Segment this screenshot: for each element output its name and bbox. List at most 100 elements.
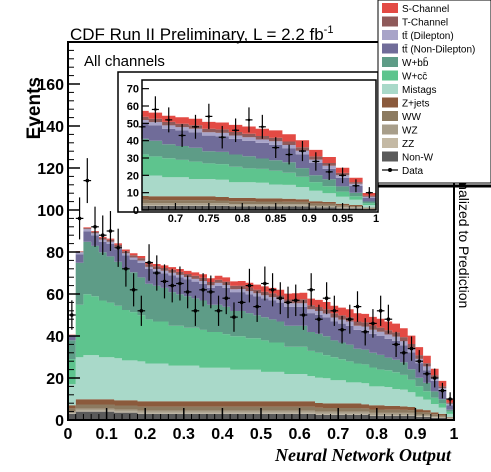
channel-annotation: All channels [84,53,165,70]
legend-item: ZZ [382,138,414,150]
data-point [237,286,246,319]
legend-swatch [382,16,398,27]
data-point [176,266,184,301]
inset-y-tick-label: 50 [127,118,139,130]
legend-item: W+cc̄ [382,70,427,83]
stack-layer-mistags [68,355,454,418]
y-tick-label: 40 [46,329,64,346]
data-point [129,273,138,307]
y-tick-label: 60 [46,287,64,304]
legend-swatch [382,84,398,94]
data-point [122,250,130,287]
legend-label: Mistags [402,85,436,96]
data-point [152,255,161,291]
legend-item: W+bb̄ [382,56,429,69]
data-point [214,295,223,326]
legend-item: T-Channel [382,16,448,29]
data-point [91,206,99,247]
x-tick-label: 0.4 [211,426,233,443]
legend-label: WZ [402,126,418,137]
stack-layer-w-cc [142,154,376,205]
data-point [353,291,362,322]
legend-label: ZZ [402,139,414,150]
data-point [299,300,308,330]
data-point [312,152,320,171]
legend-swatch [382,3,398,13]
data-point [151,96,159,123]
inset-x-tick-label: 1 [373,213,379,225]
stack-layer-z-jets [68,399,454,418]
x-tick-label: 0.7 [327,426,349,443]
data-point [376,295,385,326]
legend-label: Non-W [402,153,434,164]
legend-item: tt̄ (Dilepton) [382,30,454,42]
data-point [253,291,261,322]
data-point [98,215,107,255]
inset-y-tick-label: 60 [127,101,139,113]
legend-item: Z+jets [382,97,430,110]
data-point [361,318,370,346]
legend-label: Z+jets [402,99,430,110]
stack-layer-z-jets [142,196,376,209]
legend-label: W+bb̄ [402,56,429,69]
inset-stack [142,110,376,210]
legend-label: tt̄ (Dilepton) [402,30,454,42]
legend-swatch [382,151,398,162]
data-point [307,273,315,307]
stack-layer-tt-dilepton [142,120,376,198]
legend-item: Non-W [382,151,434,164]
y-tick-label: 120 [37,161,64,178]
stack-layer-w-bb [68,241,454,412]
data-point [230,302,238,332]
y-tick-label: 160 [37,77,64,94]
data-point [68,300,76,330]
inset-x-tick-label: 0.7 [168,213,183,225]
x-tick-label: 0.2 [134,426,156,443]
data-point [261,266,269,301]
x-tick-label: 0.3 [173,426,195,443]
data-point [345,304,354,334]
x-tick-label: 0.8 [366,426,388,443]
data-point [339,167,347,184]
data-point [315,304,323,334]
data-point [291,284,300,317]
data-point [446,392,454,406]
data-point [199,273,207,307]
data-point [106,211,115,251]
data-point [268,273,277,307]
data-point [83,158,92,204]
legend-label: S-Channel [402,4,449,15]
y-axis-label: Events [24,77,45,139]
chart-title-text: CDF Run II Preliminary, L = 2.2 fb [70,25,324,44]
stack-layer-tt-non-dilepton [142,123,376,202]
data-point [178,124,186,147]
legend-swatch [382,43,398,54]
x-tick-label: 0.5 [250,426,272,443]
x-axis-label: Neural Network Output [274,445,452,465]
data-point [207,275,215,309]
y-tick-label: 0 [55,413,64,430]
legend-label: W+cc̄ [402,72,427,83]
data-point [222,282,231,315]
legend-data-marker [388,168,392,172]
data-point [415,350,424,373]
data-point [75,197,84,240]
data-point [137,295,146,326]
inset-y-tick-label: 40 [127,136,139,148]
data-point [272,137,280,158]
y-tick-label: 100 [37,203,64,220]
inset-y-tick-label: 0 [133,205,139,217]
legend-swatch [382,138,398,148]
data-point [400,340,408,365]
data-point [160,264,169,299]
data-point [392,331,400,357]
data-point [258,114,266,139]
data-point [114,228,122,267]
chart-title: CDF Run II Preliminary, L = 2.2 fb-1 [70,24,333,44]
inset-y-tick-label: 10 [127,188,139,200]
x-tick-label: 1 [450,426,459,443]
inset-x-tick-label: 0.9 [301,213,316,225]
